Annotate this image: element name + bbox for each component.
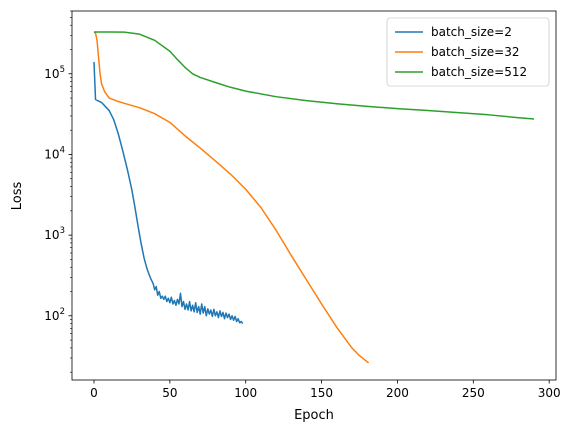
x-tick-label: 0: [90, 386, 98, 400]
x-axis-label: Epoch: [294, 408, 334, 423]
y-tick-label: 103: [44, 226, 65, 242]
x-tick-label: 150: [310, 386, 333, 400]
series-line-2: [93, 31, 370, 364]
legend: batch_size=2 batch_size=32 batch_size=512: [386, 17, 550, 87]
y-tick-label: 102: [44, 307, 65, 323]
x-tick-label: 250: [462, 386, 485, 400]
y-tick-label: 104: [44, 145, 65, 161]
legend-entry-1: batch_size=2: [431, 25, 512, 39]
series-layer: [93, 31, 535, 364]
legend-box: [386, 17, 550, 87]
x-tick-label: 300: [538, 386, 561, 400]
y-axis-label: Loss: [10, 182, 25, 211]
y-axis: 102 103 104 105: [44, 10, 72, 373]
plot-frame: [71, 10, 557, 381]
x-tick-label: 100: [234, 386, 257, 400]
y-tick-label: 105: [44, 65, 65, 81]
series-line-1: [93, 61, 244, 325]
x-tick-label: 200: [386, 386, 409, 400]
series-line-3: [94, 31, 535, 120]
legend-entry-3: batch_size=512: [431, 65, 527, 79]
x-tick-label: 50: [162, 386, 177, 400]
legend-entry-2: batch_size=32: [431, 45, 519, 59]
x-axis: 0 50 100 150 200 250 300: [90, 380, 561, 400]
